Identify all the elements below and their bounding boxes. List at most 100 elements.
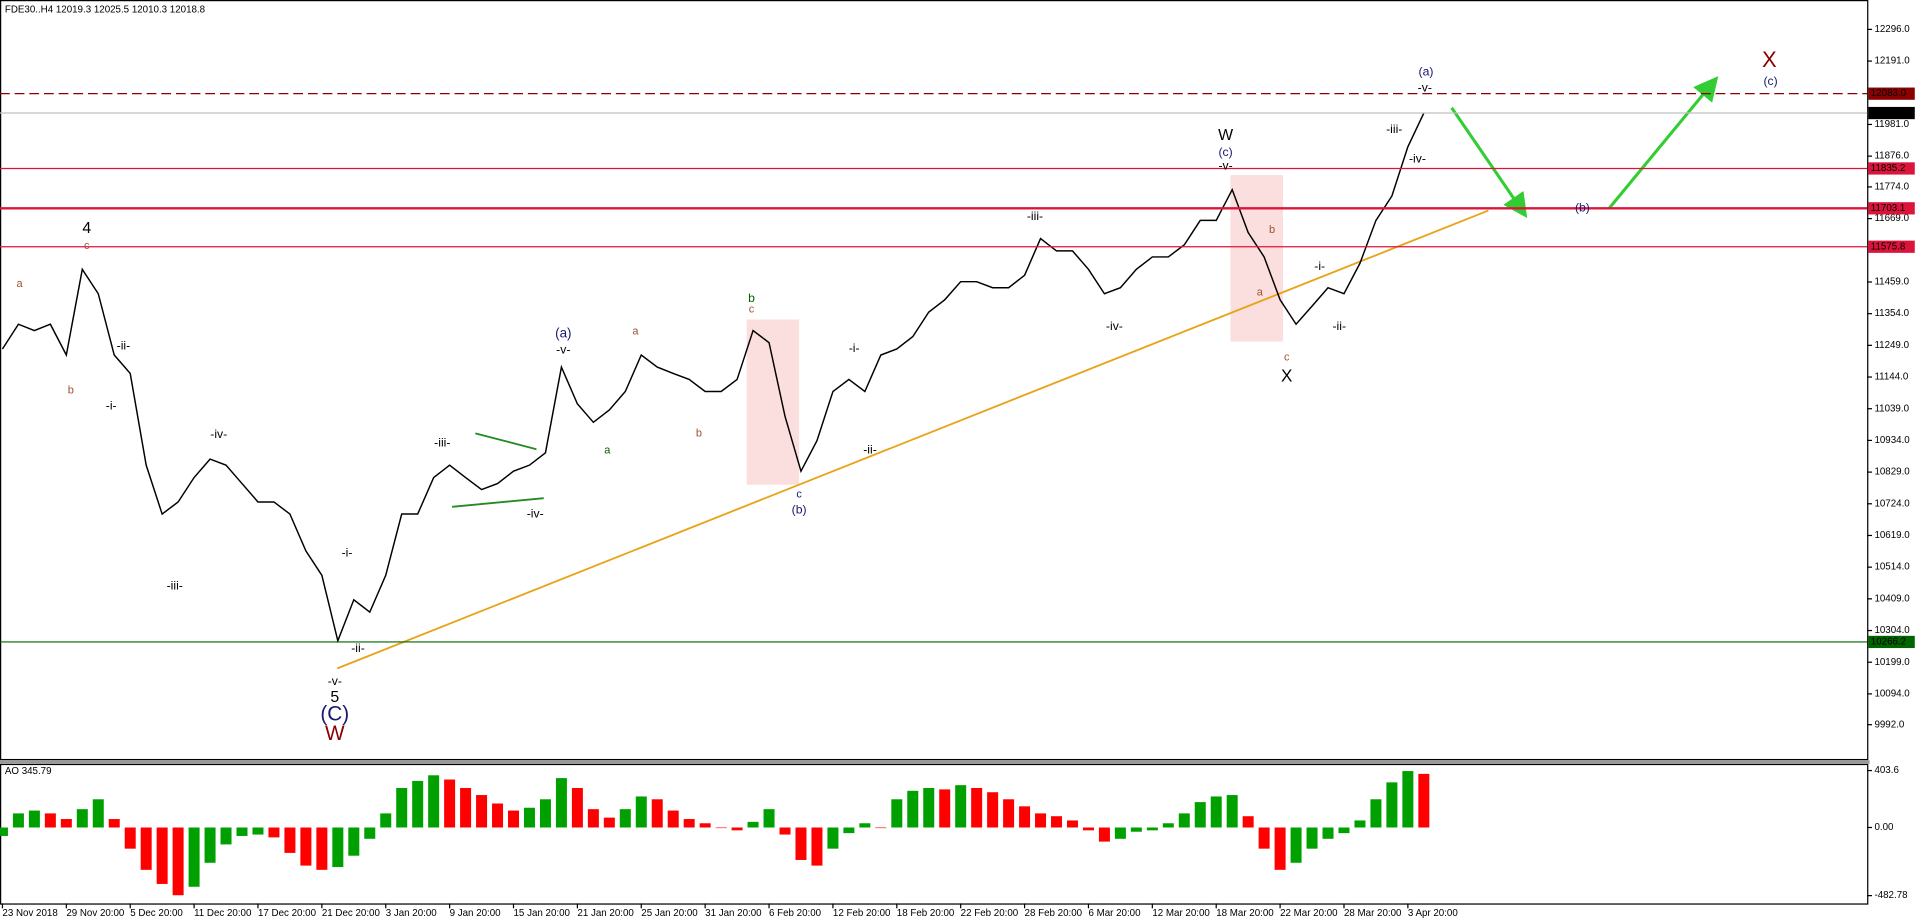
ao-bar [1226, 795, 1238, 828]
ao-bar [332, 827, 344, 868]
x-tick-label: 21 Dec 20:00 [322, 908, 381, 919]
ao-bar [1386, 782, 1398, 828]
chart-title: FDE30..H4 12019.3 12025.5 12010.3 12018.… [5, 4, 205, 15]
ao-bar [955, 785, 967, 828]
level-label: 11835.2 [1871, 163, 1906, 174]
triangle-line [452, 497, 544, 508]
ao-bar [843, 827, 855, 834]
wave-label: W [1218, 127, 1233, 144]
ao-frame [0, 763, 1869, 905]
ao-bar [811, 827, 823, 866]
wave-label: c [84, 240, 90, 252]
ao-bar [428, 775, 440, 828]
ao-bar [1035, 813, 1047, 828]
y-tick-label: 10514.0 [1874, 562, 1910, 573]
wave-label: (b) [792, 503, 807, 517]
ao-bar [1194, 802, 1206, 828]
highlight-box [1230, 175, 1284, 342]
ao-bar [1402, 771, 1414, 828]
x-tick-label: 3 Apr 20:00 [1408, 908, 1458, 919]
ao-bar [1162, 823, 1174, 828]
level-label: 10266.2 [1871, 637, 1906, 648]
ao-bar [108, 819, 120, 828]
wave-label: (b) [1575, 200, 1590, 214]
y-tick-label: 11249.0 [1874, 340, 1909, 351]
ao-bar [923, 787, 935, 828]
level-label-bg [1868, 240, 1915, 253]
level-label-bg [1868, 635, 1915, 649]
wave-label: b [68, 384, 74, 396]
ao-bar [316, 827, 328, 870]
ao-bar [1098, 827, 1110, 842]
level-label: 11703.1 [1871, 203, 1906, 214]
ao-bar [1051, 816, 1063, 828]
wave-label: (a) [1419, 64, 1434, 78]
wave-label: -v- [1218, 159, 1232, 173]
wave-label: -i- [1314, 259, 1325, 273]
wave-label: (C) [320, 702, 349, 725]
x-tick-label: 6 Feb 20:00 [769, 908, 822, 919]
wave-label: -ii- [117, 339, 131, 353]
y-tick-label: 11039.0 [1874, 403, 1909, 414]
wave-label: (c) [1763, 74, 1777, 88]
x-tick-label: 17 Dec 20:00 [258, 908, 317, 919]
ao-bar [1354, 820, 1366, 828]
ao-bar [1114, 827, 1126, 839]
ao-bar [0, 827, 8, 836]
wave-label: -i- [106, 399, 117, 413]
ao-bar [907, 790, 919, 828]
y-tick-label: 10934.0 [1874, 435, 1910, 446]
wave-label: X [1281, 367, 1293, 386]
y-tick-label: 10724.0 [1874, 498, 1910, 509]
ao-bar [1258, 827, 1270, 849]
wave-label: (a) [555, 326, 571, 341]
ao-bar [763, 809, 775, 828]
ao-bar [508, 810, 520, 828]
wave-label: a [604, 444, 611, 456]
ao-bar [1370, 799, 1382, 828]
price-line [1, 112, 1425, 644]
y-tick-label: 12191.0 [1874, 56, 1910, 67]
wave-label: 4 [82, 220, 91, 237]
ao-bar [188, 827, 200, 887]
ao-bar [1210, 796, 1222, 828]
ao-bar [587, 809, 599, 828]
triangle-line [475, 432, 537, 451]
ao-bar [1418, 773, 1430, 828]
wave-label: c [749, 304, 755, 316]
y-tick-label: 11144.0 [1874, 372, 1908, 383]
ao-bar [348, 827, 360, 856]
forecast-arrow [1608, 76, 1719, 210]
level-label-bg [1868, 202, 1915, 215]
ao-bar [236, 827, 248, 836]
ao-bar [715, 827, 727, 829]
y-tick-label: 10409.0 [1874, 593, 1910, 604]
y-tick-label: -482.78 [1874, 890, 1907, 901]
ao-bar [476, 795, 488, 828]
x-tick-label: 21 Jan 20:00 [577, 908, 634, 919]
ao-bar [747, 821, 759, 828]
ao-bar [492, 803, 504, 828]
ao-bar [571, 787, 583, 828]
ao-bar [1019, 806, 1031, 828]
y-tick-label: 403.6 [1874, 765, 1898, 776]
wave-label: -v- [1418, 80, 1432, 94]
ao-bar [396, 787, 408, 828]
wave-label: -iv- [210, 427, 227, 441]
wave-label: -v- [556, 342, 570, 356]
y-tick-label: 9992.0 [1874, 719, 1904, 730]
x-tick-label: 6 Mar 20:00 [1088, 908, 1141, 919]
y-tick-label: 11669.0 [1874, 213, 1909, 224]
y-tick-label: 11354.0 [1874, 308, 1909, 319]
level-label: 11575.8 [1871, 241, 1906, 252]
ao-bar [92, 799, 104, 828]
wave-label: b [748, 291, 755, 305]
wave-label: -ii- [1332, 319, 1346, 333]
wave-label: (c) [1218, 145, 1232, 159]
ao-bar [1274, 827, 1286, 870]
level-label-bg [1868, 106, 1915, 120]
ao-bar [875, 827, 887, 829]
x-tick-label: 29 Nov 20:00 [66, 908, 125, 919]
ao-bar [1003, 799, 1015, 828]
